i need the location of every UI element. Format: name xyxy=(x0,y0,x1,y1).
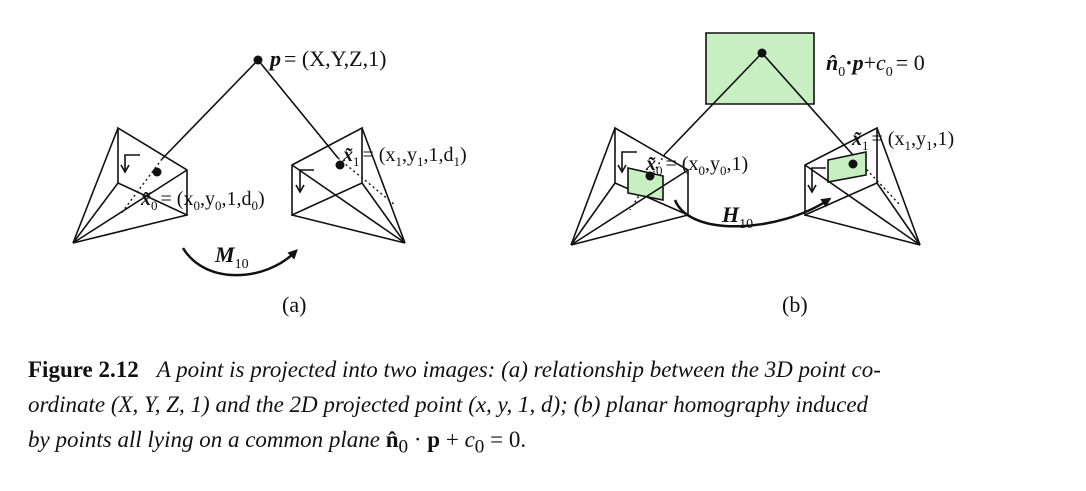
caption-plane-n: n̂ xyxy=(385,427,399,452)
point-p-b xyxy=(757,48,767,58)
point-p-a xyxy=(253,55,263,65)
figure-diagram: p = (X,Y,Z,1) x̃0 = (x0,y0,1,d0) x̃1 = (x1,… xyxy=(72,32,954,317)
caption-text-2a: ordinate xyxy=(28,392,111,417)
plane-b xyxy=(705,32,815,105)
left-camera-b xyxy=(570,126,689,246)
ray-left-a xyxy=(161,59,259,160)
caption-line-2: ordinate (X, Y, Z, 1) and the 2D project… xyxy=(28,387,1068,422)
caption-text-2b: and the 2D projected point xyxy=(209,392,469,417)
panel-a: p = (X,Y,Z,1) x̃0 = (x0,y0,1,d0) x̃1 = (x1,… xyxy=(72,46,467,317)
homography-arrow-b xyxy=(673,197,832,228)
caption-line-1: Figure 2.12 A point is projected into two… xyxy=(28,352,1068,387)
point-x1-a xyxy=(335,160,345,170)
caption-text-2c: ; (b) planar homography induced xyxy=(560,392,869,417)
caption-plane-p: p xyxy=(427,427,441,452)
caption-plane-plus: + xyxy=(440,427,465,452)
x0-label-a: x̃0 = (x0,y0,1,d0) xyxy=(140,188,265,213)
panel-letter-a: (a) xyxy=(282,292,306,317)
panel-letter-b: (b) xyxy=(782,292,808,317)
dotted-ray-right-a xyxy=(337,157,396,206)
point-x0-b xyxy=(645,171,655,181)
caption-line-3: by points all lying on a common plane n̂… xyxy=(28,422,1068,465)
caption-coord-3d: (X, Y, Z, 1) xyxy=(110,392,210,417)
plane-equation-b: n̂0·p+c0 = 0 xyxy=(826,50,925,80)
x0-label-b: x̃0 = (x0,y0,1) xyxy=(645,153,748,178)
right-camera-a xyxy=(291,126,406,244)
point-x1-b xyxy=(848,159,858,169)
x1-label-a: x̃1 = (x1,y1,1,d1) xyxy=(342,144,467,169)
caption-plane-n-sub: 0 xyxy=(398,436,409,458)
ray-right-b xyxy=(761,52,854,156)
caption-text-3a: by points all lying on a common plane xyxy=(28,427,386,452)
figure-caption: Figure 2.12 A point is projected into two… xyxy=(28,352,1068,465)
caption-label: Figure 2.12 xyxy=(28,357,139,382)
motion-label-a: M10 xyxy=(214,242,249,272)
caption-plane-c-sub: 0 xyxy=(474,436,485,458)
panel-b: n̂0·p+c0 = 0 x̃0 = (x0,y0,1) x̃1 = (x1,y1,1… xyxy=(570,32,954,317)
caption-plane-eq: = 0. xyxy=(484,427,527,452)
caption-plane-c: c xyxy=(464,427,475,452)
ray-left-b xyxy=(664,52,763,155)
p-label-a: p = (X,Y,Z,1) xyxy=(268,46,386,71)
caption-text-1: A point is projected into two images: (a… xyxy=(156,357,881,382)
right-camera-b xyxy=(804,126,921,246)
ray-right-a xyxy=(257,59,339,159)
motion-arrow-a xyxy=(181,247,298,277)
x1-label-b: x̃1 = (x1,y1,1) xyxy=(851,128,954,153)
dotted-ray-left-b xyxy=(629,153,666,211)
caption-coord-2d: (x, y, 1, d) xyxy=(468,392,561,417)
homography-label-b: H10 xyxy=(721,202,753,232)
left-camera-a xyxy=(72,126,188,244)
point-x0-a xyxy=(152,167,162,177)
caption-plane-dot: · xyxy=(408,427,428,452)
